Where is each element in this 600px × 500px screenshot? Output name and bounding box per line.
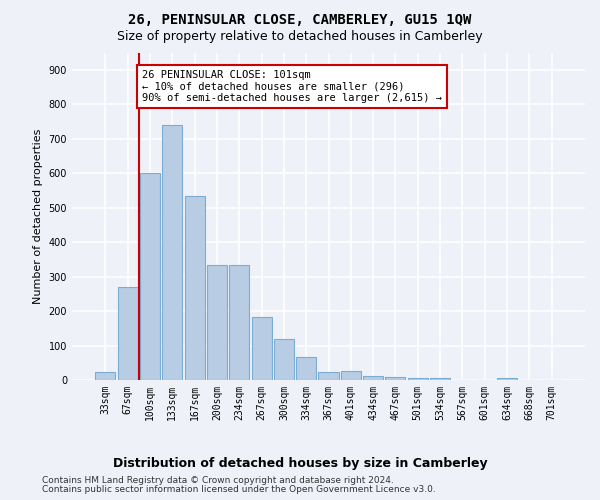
Bar	[408, 378, 428, 380]
Y-axis label: Number of detached properties: Number of detached properties	[33, 128, 43, 304]
Bar	[296, 356, 316, 380]
Bar	[385, 376, 406, 380]
Text: Contains public sector information licensed under the Open Government Licence v3: Contains public sector information licen…	[42, 485, 436, 494]
Text: 26 PENINSULAR CLOSE: 101sqm
← 10% of detached houses are smaller (296)
90% of se: 26 PENINSULAR CLOSE: 101sqm ← 10% of det…	[142, 70, 442, 103]
Bar	[251, 318, 272, 380]
Bar	[162, 125, 182, 380]
Bar	[229, 264, 249, 380]
Bar	[118, 287, 138, 380]
Bar	[95, 372, 115, 380]
Text: 26, PENINSULAR CLOSE, CAMBERLEY, GU15 1QW: 26, PENINSULAR CLOSE, CAMBERLEY, GU15 1Q…	[128, 12, 472, 26]
Bar	[497, 378, 517, 380]
Bar	[140, 173, 160, 380]
Bar	[341, 372, 361, 380]
Bar	[319, 372, 338, 380]
Text: Contains HM Land Registry data © Crown copyright and database right 2024.: Contains HM Land Registry data © Crown c…	[42, 476, 394, 485]
Bar	[207, 264, 227, 380]
Bar	[274, 338, 294, 380]
Bar	[363, 376, 383, 380]
Bar	[430, 378, 450, 380]
Bar	[185, 196, 205, 380]
Text: Size of property relative to detached houses in Camberley: Size of property relative to detached ho…	[117, 30, 483, 43]
Text: Distribution of detached houses by size in Camberley: Distribution of detached houses by size …	[113, 458, 487, 470]
